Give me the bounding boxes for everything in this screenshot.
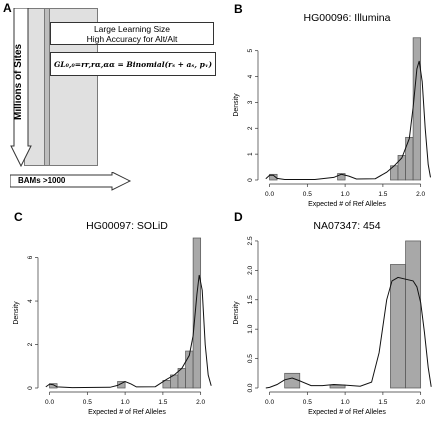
y-tick-label: 0.5 bbox=[247, 354, 254, 363]
x-tick-label: 1.5 bbox=[378, 399, 387, 406]
y-tick-label: 6 bbox=[27, 255, 34, 259]
y-tick-label: 3 bbox=[247, 100, 254, 104]
sites-axis-label: Millions of Sites bbox=[13, 43, 24, 120]
histogram-bar bbox=[284, 372, 301, 389]
illumina-density-chart: B HG00096: Illumina 0.0 0.5 1.0 1.5 2.0 Expecte… bbox=[233, 2, 431, 208]
y-tick-label: 4 bbox=[27, 299, 34, 303]
y-tick-label: 0 bbox=[247, 178, 254, 182]
histogram-bar bbox=[329, 384, 346, 389]
panel-letter: D bbox=[234, 210, 243, 224]
y-tick-label: 0 bbox=[27, 386, 34, 390]
x-tick-label: 1.5 bbox=[378, 191, 387, 198]
x-tick-label: 2.0 bbox=[416, 191, 425, 198]
solid-density-chart: C HG00097: SOLiD 0.0 0.5 1.0 1.5 2.0 Expected #… bbox=[13, 210, 212, 416]
x-axis-label: Expected # of Ref Alleles bbox=[88, 409, 166, 416]
x-tick-label: 1.0 bbox=[341, 399, 350, 406]
x-tick-label: 0.5 bbox=[83, 399, 92, 406]
panel-letter-a: A bbox=[3, 1, 12, 15]
y-tick-label: 5 bbox=[247, 49, 254, 53]
panel-d-chart: D NA07347: 454 0.0 0.5 1.0 1.5 2.0 Expected # o… bbox=[220, 208, 440, 416]
histogram-bar bbox=[405, 240, 422, 389]
y-tick-label: 2.0 bbox=[247, 265, 254, 274]
x-tick-label: 0.0 bbox=[265, 399, 274, 406]
histogram-bar bbox=[185, 350, 194, 389]
box-line-2: High Accuracy for Alt/Alt bbox=[86, 34, 178, 44]
x-tick-label: 2.0 bbox=[416, 399, 425, 406]
histogram-bar bbox=[397, 155, 406, 181]
y-axis-label: Density bbox=[13, 301, 20, 325]
histogram-bar bbox=[269, 173, 278, 181]
y-tick-label: 2.5 bbox=[247, 236, 254, 245]
panel-c-chart: C HG00097: SOLiD 0.0 0.5 1.0 1.5 2.0 Expected #… bbox=[0, 208, 220, 416]
panel-letter: B bbox=[234, 2, 243, 16]
histogram-bar bbox=[390, 264, 406, 389]
chart-title: HG00096: Illumina bbox=[304, 12, 391, 24]
y-axis-label: Density bbox=[233, 301, 240, 325]
sites-arrow-icon bbox=[10, 8, 32, 168]
box-line-1: Large Learning Size bbox=[93, 24, 171, 34]
density-curve bbox=[265, 60, 431, 180]
histogram-bar bbox=[49, 383, 58, 389]
panel-b-chart: B HG00096: Illumina 0.0 0.5 1.0 1.5 2.0 Expecte… bbox=[220, 0, 440, 208]
density-curve bbox=[265, 276, 432, 389]
histogram-bar bbox=[337, 173, 346, 181]
x-tick-label: 0.0 bbox=[265, 191, 274, 198]
x-tick-label: 0.5 bbox=[303, 399, 312, 406]
x-tick-label: 1.0 bbox=[341, 191, 350, 198]
learning-size-box: Large Learning Size High Accuracy for Al… bbox=[50, 22, 214, 45]
chart-title: NA07347: 454 bbox=[313, 220, 380, 232]
y-tick-label: 2 bbox=[27, 342, 34, 346]
bams-axis-label: BAMs >1000 bbox=[18, 176, 66, 185]
likelihood-formula: GL₀,₀=rr,rα,αα = Binomial(rₛ + aₛ, pᵥ) bbox=[50, 52, 216, 76]
bams-arrow-icon bbox=[10, 172, 132, 191]
panel-a-schematic: A Millions of Sites Large Learning Size … bbox=[0, 0, 220, 208]
x-axis-label: Expected # of Ref Alleles bbox=[308, 409, 386, 416]
x-tick-label: 0.5 bbox=[303, 191, 312, 198]
density-curve bbox=[45, 274, 212, 389]
y-tick-label: 1 bbox=[247, 152, 254, 156]
histogram-bar bbox=[405, 136, 414, 181]
x-tick-label: 1.5 bbox=[158, 399, 167, 406]
histogram-bar bbox=[117, 381, 126, 389]
y-tick-label: 0.0 bbox=[247, 383, 254, 392]
454-density-chart: D NA07347: 454 0.0 0.5 1.0 1.5 2.0 Expected # o… bbox=[233, 210, 432, 416]
x-tick-label: 2.0 bbox=[196, 399, 205, 406]
y-tick-label: 1.0 bbox=[247, 324, 254, 333]
y-axis-label: Density bbox=[233, 93, 240, 117]
y-tick-label: 1.5 bbox=[247, 295, 254, 304]
y-tick-label: 2 bbox=[247, 126, 254, 130]
x-tick-label: 1.0 bbox=[121, 399, 130, 406]
highlighted-column bbox=[44, 8, 50, 166]
x-tick-label: 0.0 bbox=[45, 399, 54, 406]
x-axis-label: Expected # of Ref Alleles bbox=[308, 201, 386, 208]
histogram-bar bbox=[192, 237, 202, 389]
panel-letter: C bbox=[14, 210, 23, 224]
chart-title: HG00097: SOLiD bbox=[86, 220, 168, 232]
y-tick-label: 4 bbox=[247, 74, 254, 78]
histogram-bar bbox=[412, 37, 422, 181]
